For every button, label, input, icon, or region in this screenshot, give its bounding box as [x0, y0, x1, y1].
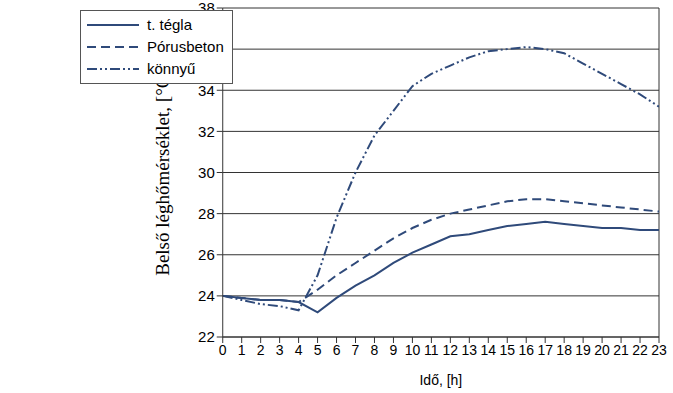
svg-text:32: 32 — [198, 123, 215, 140]
svg-text:21: 21 — [613, 342, 629, 358]
svg-text:2: 2 — [257, 342, 265, 358]
svg-text:23: 23 — [651, 342, 665, 358]
svg-text:10: 10 — [405, 342, 421, 358]
svg-text:34: 34 — [198, 82, 215, 99]
svg-text:26: 26 — [198, 246, 215, 263]
svg-text:22: 22 — [632, 342, 648, 358]
svg-text:Belső léghőmérséklet, [°C]: Belső léghőmérséklet, [°C] — [152, 69, 173, 276]
svg-text:22: 22 — [198, 328, 215, 345]
svg-text:9: 9 — [390, 342, 398, 358]
svg-text:17: 17 — [537, 342, 553, 358]
svg-text:28: 28 — [198, 205, 215, 222]
svg-text:24: 24 — [198, 287, 215, 304]
svg-text:12: 12 — [443, 342, 459, 358]
svg-text:30: 30 — [198, 164, 215, 181]
svg-text:8: 8 — [371, 342, 379, 358]
svg-text:36: 36 — [198, 40, 215, 57]
svg-text:13: 13 — [462, 342, 478, 358]
svg-text:18: 18 — [556, 342, 572, 358]
svg-text:16: 16 — [518, 342, 534, 358]
svg-text:7: 7 — [352, 342, 360, 358]
svg-text:1: 1 — [238, 342, 246, 358]
svg-text:14: 14 — [480, 342, 496, 358]
svg-text:38: 38 — [198, 0, 215, 16]
svg-text:0: 0 — [219, 342, 227, 358]
svg-text:11: 11 — [424, 342, 439, 358]
svg-text:19: 19 — [575, 342, 591, 358]
svg-text:15: 15 — [499, 342, 515, 358]
svg-text:3: 3 — [276, 342, 284, 358]
svg-text:5: 5 — [314, 342, 322, 358]
svg-text:4: 4 — [295, 342, 303, 358]
svg-text:6: 6 — [333, 342, 341, 358]
svg-text:20: 20 — [594, 342, 610, 358]
svg-text:Idő, [h]: Idő, [h] — [419, 372, 462, 388]
